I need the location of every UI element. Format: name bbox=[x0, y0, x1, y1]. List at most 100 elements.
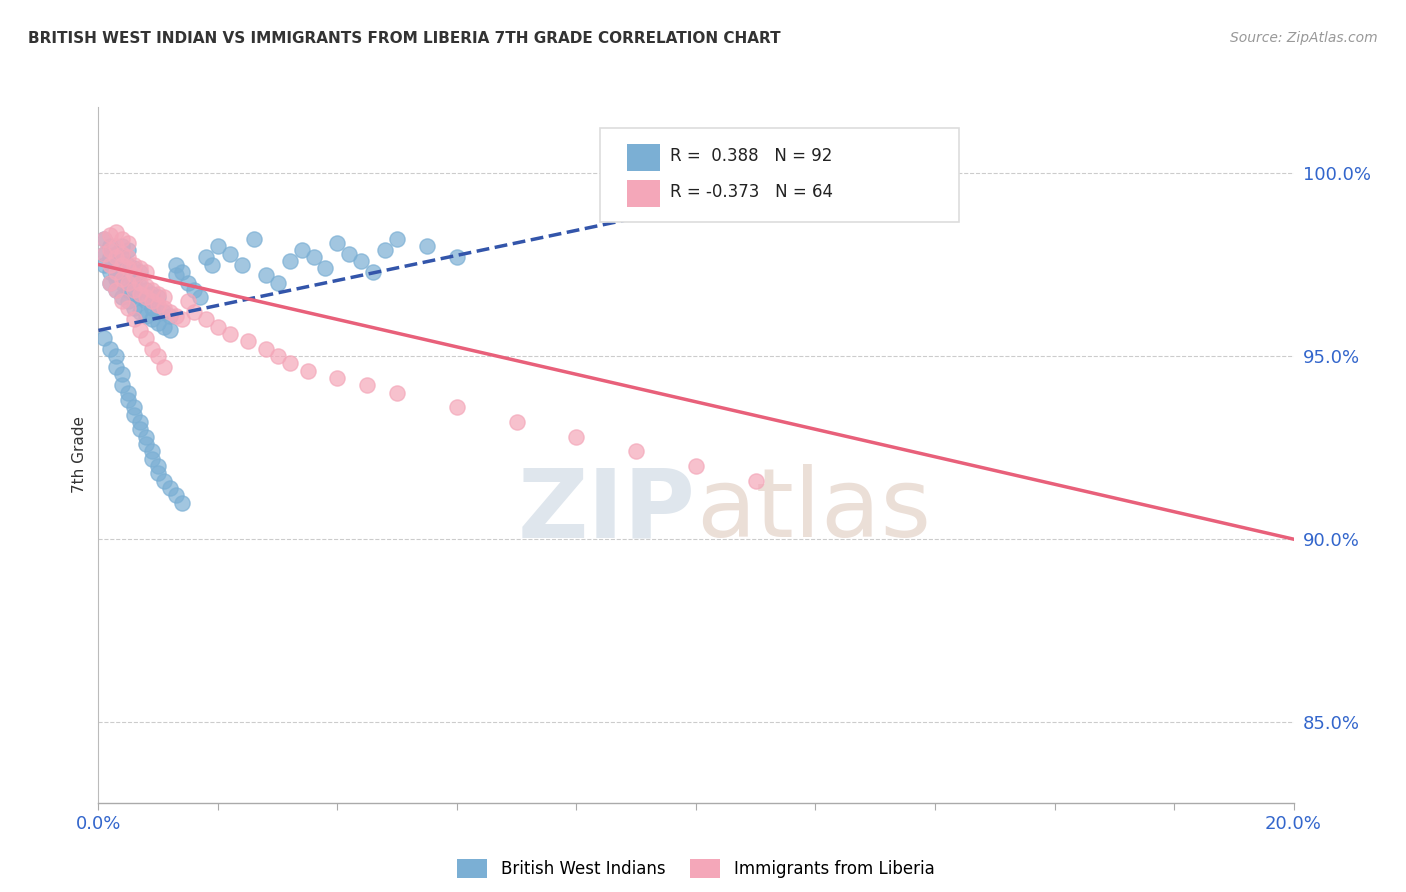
Point bbox=[135, 309, 157, 323]
Point bbox=[201, 258, 224, 272]
Point bbox=[105, 258, 128, 272]
Point bbox=[374, 243, 396, 257]
Point bbox=[135, 294, 157, 309]
Point bbox=[117, 235, 139, 250]
Point bbox=[172, 265, 194, 279]
Text: R =  0.388   N = 92: R = 0.388 N = 92 bbox=[669, 146, 832, 165]
Point bbox=[194, 250, 218, 264]
Point bbox=[159, 481, 181, 495]
Point bbox=[129, 276, 152, 290]
Point bbox=[219, 327, 242, 342]
Point bbox=[183, 305, 205, 319]
Y-axis label: 7th Grade: 7th Grade bbox=[72, 417, 87, 493]
Point bbox=[111, 250, 134, 264]
Point bbox=[177, 294, 200, 309]
Point bbox=[565, 429, 588, 443]
Text: ZIP: ZIP bbox=[517, 464, 696, 558]
Point bbox=[135, 265, 157, 279]
Point bbox=[231, 258, 253, 272]
Point bbox=[141, 444, 163, 458]
Point bbox=[105, 272, 128, 286]
Point bbox=[194, 312, 218, 326]
Point bbox=[105, 283, 128, 297]
Point bbox=[117, 258, 139, 272]
Point bbox=[165, 488, 187, 502]
Point bbox=[165, 258, 187, 272]
Point bbox=[326, 371, 349, 385]
Point bbox=[165, 268, 187, 283]
Point bbox=[124, 286, 146, 301]
Point bbox=[207, 319, 229, 334]
Point bbox=[685, 458, 707, 473]
Point bbox=[141, 342, 163, 356]
Point bbox=[141, 283, 163, 297]
Point bbox=[148, 349, 170, 363]
Point bbox=[105, 265, 128, 279]
Point bbox=[111, 272, 134, 286]
Point bbox=[135, 279, 157, 293]
Point bbox=[129, 290, 152, 304]
Point bbox=[172, 312, 194, 326]
Point bbox=[93, 246, 115, 260]
Point bbox=[159, 323, 181, 337]
Point bbox=[117, 276, 139, 290]
Point bbox=[117, 301, 139, 316]
Text: Source: ZipAtlas.com: Source: ZipAtlas.com bbox=[1230, 31, 1378, 45]
Point bbox=[117, 392, 139, 407]
Point bbox=[183, 283, 205, 297]
Point bbox=[117, 261, 139, 276]
Point bbox=[356, 378, 378, 392]
Point bbox=[624, 444, 647, 458]
Bar bbox=[627, 180, 661, 207]
Point bbox=[93, 232, 115, 246]
Point bbox=[135, 429, 157, 443]
Point bbox=[153, 474, 176, 488]
Point bbox=[141, 294, 163, 309]
Point bbox=[148, 458, 170, 473]
Point bbox=[93, 246, 115, 260]
Point bbox=[111, 239, 134, 253]
Point bbox=[219, 246, 242, 260]
Point bbox=[165, 309, 187, 323]
Point bbox=[111, 276, 134, 290]
Point bbox=[385, 232, 409, 246]
Point bbox=[350, 253, 373, 268]
Point bbox=[153, 359, 176, 374]
Point bbox=[124, 283, 146, 297]
Point bbox=[153, 319, 176, 334]
Point bbox=[385, 385, 409, 400]
Point bbox=[135, 283, 157, 297]
Point bbox=[416, 239, 439, 253]
Point bbox=[153, 305, 176, 319]
Point bbox=[124, 258, 146, 272]
Point bbox=[172, 495, 194, 509]
Point bbox=[188, 290, 211, 304]
Point bbox=[124, 408, 146, 422]
Point bbox=[98, 228, 122, 243]
Point bbox=[98, 265, 122, 279]
Point bbox=[105, 253, 128, 268]
Point bbox=[745, 474, 768, 488]
Point bbox=[153, 301, 176, 316]
Point bbox=[124, 301, 146, 316]
Point bbox=[111, 232, 134, 246]
Point bbox=[326, 235, 349, 250]
Point bbox=[105, 359, 128, 374]
Point bbox=[446, 401, 468, 415]
Point bbox=[148, 316, 170, 330]
Point bbox=[98, 342, 122, 356]
Point bbox=[159, 309, 181, 323]
Point bbox=[98, 250, 122, 264]
Point bbox=[111, 246, 134, 260]
Point bbox=[254, 342, 277, 356]
Point bbox=[93, 232, 115, 246]
Point bbox=[290, 243, 312, 257]
Point bbox=[129, 323, 152, 337]
Point bbox=[148, 467, 170, 481]
Point bbox=[148, 286, 170, 301]
Point bbox=[105, 246, 128, 260]
Legend: British West Indians, Immigrants from Liberia: British West Indians, Immigrants from Li… bbox=[451, 853, 941, 885]
Point bbox=[207, 239, 229, 253]
Point bbox=[129, 265, 152, 279]
Point bbox=[117, 243, 139, 257]
